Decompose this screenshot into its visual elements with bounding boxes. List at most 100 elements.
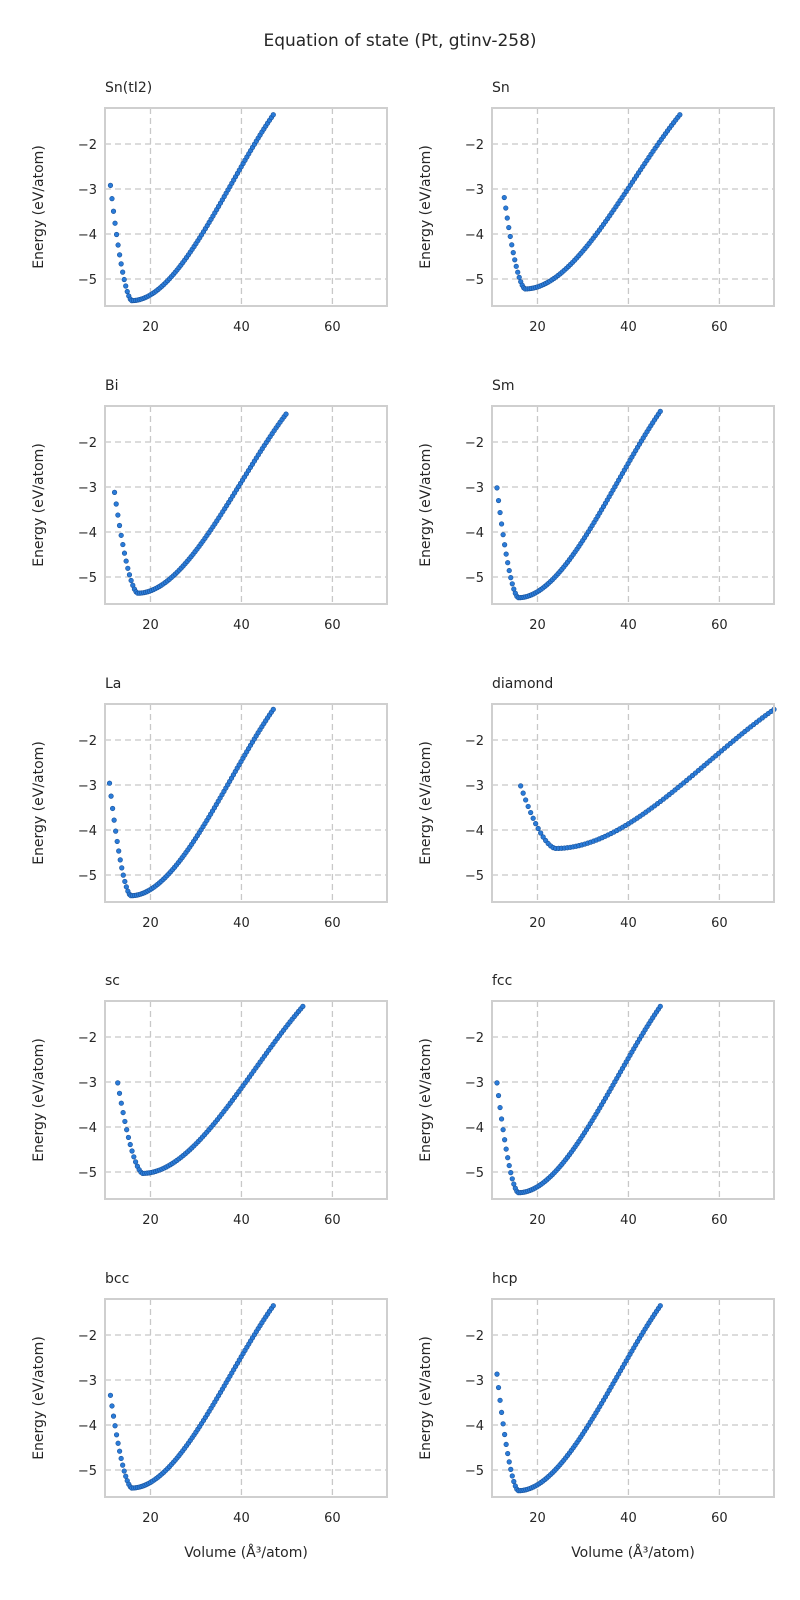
y-tick-label: −3 [78,183,97,198]
data-point [117,857,123,863]
x-tick-label: 20 [529,1213,546,1228]
data-point [500,1421,506,1427]
x-tick-label: 40 [233,1213,250,1228]
data-point [109,805,116,812]
x-tick-label: 40 [620,916,637,931]
data-point [500,532,506,538]
data-point [505,560,511,566]
data-point [502,1137,508,1143]
data-point [657,408,663,415]
data-point [118,1455,124,1462]
data-point [270,112,276,118]
y-tick-label: −4 [78,1121,97,1136]
data-point [115,512,121,518]
data-point [511,586,517,592]
data-point [124,288,130,295]
plot-frame [491,107,775,307]
panel-title: sc [105,973,120,989]
data-point [540,834,546,840]
x-tick-label: 60 [324,1213,341,1228]
data-point [495,1384,502,1391]
data-point [498,1116,505,1122]
data-point [123,558,129,564]
y-axis-label: Energy (eV/atom) [418,741,434,865]
x-tick-label: 40 [233,1511,250,1526]
x-tick-label: 20 [529,1511,546,1526]
plot-frame [104,1000,388,1200]
data-point [113,231,120,238]
data-point [508,1170,514,1176]
y-axis-label: Energy (eV/atom) [31,1038,47,1162]
eos-panel: La 20 40 60 −2 −3 −4 −5 Energy (eV/atom) [31,676,388,931]
data-point [506,1459,512,1465]
y-tick-label: −5 [78,571,97,586]
x-tick-label: 20 [529,916,546,931]
plot-frame [491,703,775,903]
data-point [502,542,508,548]
data-point [507,233,513,240]
y-axis-label: Energy (eV/atom) [418,443,434,567]
data-point [300,1003,306,1010]
data-point [494,1371,500,1377]
data-point [494,1080,500,1086]
data-point [506,567,512,574]
data-point [109,196,115,202]
panel-title: bcc [105,1271,129,1287]
data-point [509,1473,515,1479]
y-tick-label: −2 [465,436,484,451]
data-point [115,242,121,248]
data-point [270,1303,276,1309]
data-point [122,1118,128,1125]
data-point [127,1141,133,1148]
data-point [116,848,122,854]
data-point [112,220,118,226]
y-tick-label: −2 [465,138,484,153]
y-tick-label: −4 [465,1121,484,1136]
eos-panel: hcp 20 40 60 −2 −3 −4 −5 Energy (eV/atom) Volume … [418,1271,775,1561]
y-tick-label: −5 [465,869,484,884]
y-tick-label: −4 [465,526,484,541]
y-tick-label: −3 [465,1076,484,1091]
data-point [114,838,120,845]
data-point [123,283,129,289]
x-tick-label: 60 [711,1213,728,1228]
data-point [505,1155,511,1161]
data-point [117,1448,123,1454]
data-point [111,817,117,823]
plot-frame [104,107,388,307]
data-point [525,803,531,810]
data-point [129,1148,135,1154]
x-tick-label: 20 [529,320,546,335]
data-point [498,521,505,527]
data-point [125,1134,132,1141]
x-tick-label: 40 [620,1213,637,1228]
y-tick-label: −3 [78,1374,97,1389]
data-point [533,821,539,827]
y-tick-label: −2 [465,1031,484,1046]
y-tick-label: −5 [78,869,97,884]
data-point [501,194,507,201]
x-tick-label: 60 [711,916,728,931]
data-point [121,1468,127,1474]
x-tick-label: 60 [711,1511,728,1526]
data-point [116,1090,123,1096]
data-point [518,783,524,789]
x-tick-label: 20 [142,1213,159,1228]
eos-panel: Sn(tI2) 20 40 60 −2 −3 −4 −5 Energy (eV/atom) [31,80,388,335]
panel-title: Bi [105,378,119,394]
data-point [497,509,503,516]
y-axis-label: Energy (eV/atom) [31,145,47,269]
x-tick-label: 20 [142,320,159,335]
data-point [112,1423,118,1429]
data-point [121,550,128,556]
y-tick-label: −5 [78,1166,97,1181]
data-point [118,261,124,267]
data-point [520,790,526,796]
data-point [513,263,519,269]
data-point [509,581,515,587]
data-point [530,815,536,821]
y-axis-label: Energy (eV/atom) [31,741,47,865]
y-tick-label: −5 [465,1166,484,1181]
x-tick-label: 40 [620,618,637,633]
data-point [500,1127,506,1133]
